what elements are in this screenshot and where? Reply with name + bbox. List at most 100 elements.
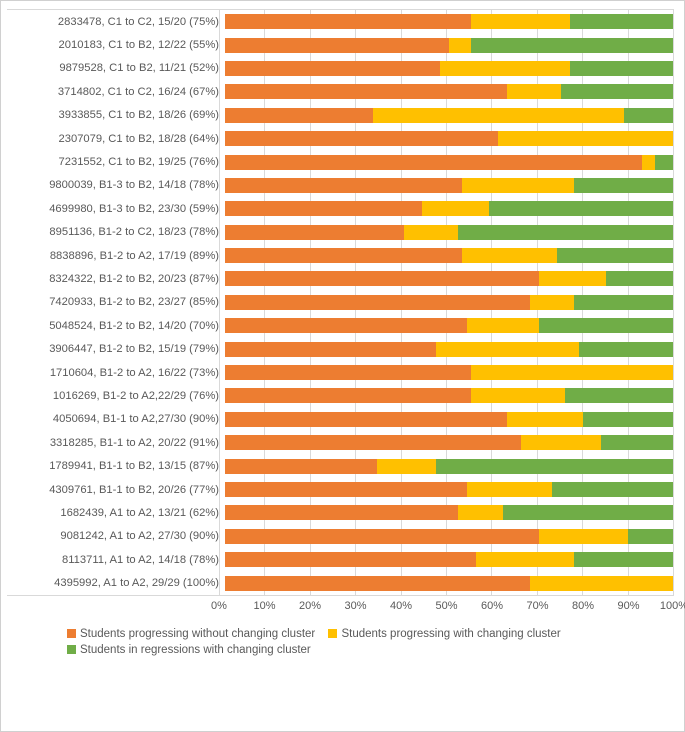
bar-segment [225, 61, 440, 76]
bar-segment [458, 225, 673, 240]
row-label: 4309761, B1-1 to B2, 20/26 (77%) [7, 484, 225, 496]
bar-segment [225, 225, 404, 240]
bar-segment [539, 271, 606, 286]
table-row: 7420933, B1-2 to B2, 23/27 (85%) [7, 291, 673, 314]
bar-segment [225, 576, 530, 591]
x-tick-label: 10% [253, 600, 275, 612]
bar-track [225, 318, 673, 333]
bar-segment [476, 552, 575, 567]
bar-segment [628, 529, 673, 544]
bar-segment [503, 505, 673, 520]
bar-segment [642, 155, 655, 170]
bar-segment [570, 61, 673, 76]
bar-track [225, 576, 673, 591]
bar-track [225, 505, 673, 520]
bar-segment [471, 388, 565, 403]
bar-segment [225, 505, 458, 520]
bar-segment [471, 365, 673, 380]
table-row: 3318285, B1-1 to A2, 20/22 (91%) [7, 431, 673, 454]
bar-segment [225, 388, 471, 403]
bar-track [225, 131, 673, 146]
bar-track [225, 295, 673, 310]
row-label: 8951136, B1-2 to C2, 18/23 (78%) [7, 226, 225, 238]
bar-segment [422, 201, 489, 216]
bar-segment [565, 388, 673, 403]
bar-segment [225, 482, 467, 497]
bar-segment [624, 108, 673, 123]
stacked-bar-chart: 2833478, C1 to C2, 15/20 (75%) 2010183, C… [0, 0, 685, 732]
x-tick-label: 80% [572, 600, 594, 612]
plot-area: 2833478, C1 to C2, 15/20 (75%) 2010183, C… [7, 9, 674, 596]
row-label: 3933855, C1 to B2, 18/26 (69%) [7, 109, 225, 121]
bar-segment [552, 482, 673, 497]
table-row: 4699980, B1-3 to B2, 23/30 (59%) [7, 197, 673, 220]
row-label: 2010183, C1 to B2, 12/22 (55%) [7, 39, 225, 51]
bar-segment [377, 459, 435, 474]
bar-segment [521, 435, 602, 450]
bar-track [225, 14, 673, 29]
legend: Students progressing without changing cl… [67, 628, 674, 656]
x-tick-label: 40% [390, 600, 412, 612]
row-label: 2833478, C1 to C2, 15/20 (75%) [7, 16, 225, 28]
table-row: 8951136, B1-2 to C2, 18/23 (78%) [7, 221, 673, 244]
table-row: 9800039, B1-3 to B2, 14/18 (78%) [7, 174, 673, 197]
bar-track [225, 529, 673, 544]
bar-segment [574, 178, 673, 193]
bar-segment [225, 295, 530, 310]
bar-track [225, 552, 673, 567]
bar-segment [583, 412, 673, 427]
bar-track [225, 225, 673, 240]
x-tick-label: 0% [211, 600, 227, 612]
bar-segment [436, 342, 579, 357]
bar-segment [225, 14, 471, 29]
bar-segment [471, 14, 570, 29]
bar-segment [601, 435, 673, 450]
bar-track [225, 435, 673, 450]
bar-segment [467, 318, 539, 333]
grid-line [673, 10, 674, 595]
bar-segment [225, 108, 373, 123]
bar-segment [539, 318, 673, 333]
row-label: 8838896, B1-2 to A2, 17/19 (89%) [7, 250, 225, 262]
table-row: 3933855, C1 to B2, 18/26 (69%) [7, 104, 673, 127]
bar-track [225, 459, 673, 474]
bar-segment [225, 365, 471, 380]
row-label: 4050694, B1-1 to A2,27/30 (90%) [7, 413, 225, 425]
table-row: 8838896, B1-2 to A2, 17/19 (89%) [7, 244, 673, 267]
table-row: 1016269, B1-2 to A2,22/29 (76%) [7, 384, 673, 407]
bar-segment [225, 178, 462, 193]
bar-track [225, 108, 673, 123]
x-tick-label: 30% [344, 600, 366, 612]
bar-segment [507, 84, 561, 99]
bar-segment [404, 225, 458, 240]
bar-segment [436, 459, 673, 474]
bar-segment [225, 552, 476, 567]
bar-segment [225, 271, 539, 286]
row-label: 7231552, C1 to B2, 19/25 (76%) [7, 156, 225, 168]
bar-segment [449, 38, 471, 53]
table-row: 4309761, B1-1 to B2, 20/26 (77%) [7, 478, 673, 501]
bar-segment [373, 108, 624, 123]
bar-segment [606, 271, 673, 286]
table-row: 5048524, B1-2 to B2, 14/20 (70%) [7, 314, 673, 337]
table-row: 2307079, C1 to B2, 18/28 (64%) [7, 127, 673, 150]
legend-swatch-progress-change [328, 629, 337, 638]
bar-track [225, 38, 673, 53]
table-row: 4050694, B1-1 to A2,27/30 (90%) [7, 408, 673, 431]
bar-segment [530, 576, 673, 591]
bar-track [225, 388, 673, 403]
row-label: 5048524, B1-2 to B2, 14/20 (70%) [7, 320, 225, 332]
table-row: 1710604, B1-2 to A2, 16/22 (73%) [7, 361, 673, 384]
bar-segment [655, 155, 673, 170]
bar-segment [440, 61, 570, 76]
bar-segment [557, 248, 673, 263]
legend-label-regress-change: Students in regressions with changing cl… [80, 644, 311, 656]
table-row: 9081242, A1 to A2, 27/30 (90%) [7, 525, 673, 548]
x-tick-label: 60% [481, 600, 503, 612]
legend-swatch-regress-change [67, 645, 76, 654]
row-label: 9081242, A1 to A2, 27/30 (90%) [7, 530, 225, 542]
row-label: 9879528, C1 to B2, 11/21 (52%) [7, 62, 225, 74]
bar-track [225, 201, 673, 216]
table-row: 1682439, A1 to A2, 13/21 (62%) [7, 501, 673, 524]
row-label: 3714802, C1 to C2, 16/24 (67%) [7, 86, 225, 98]
